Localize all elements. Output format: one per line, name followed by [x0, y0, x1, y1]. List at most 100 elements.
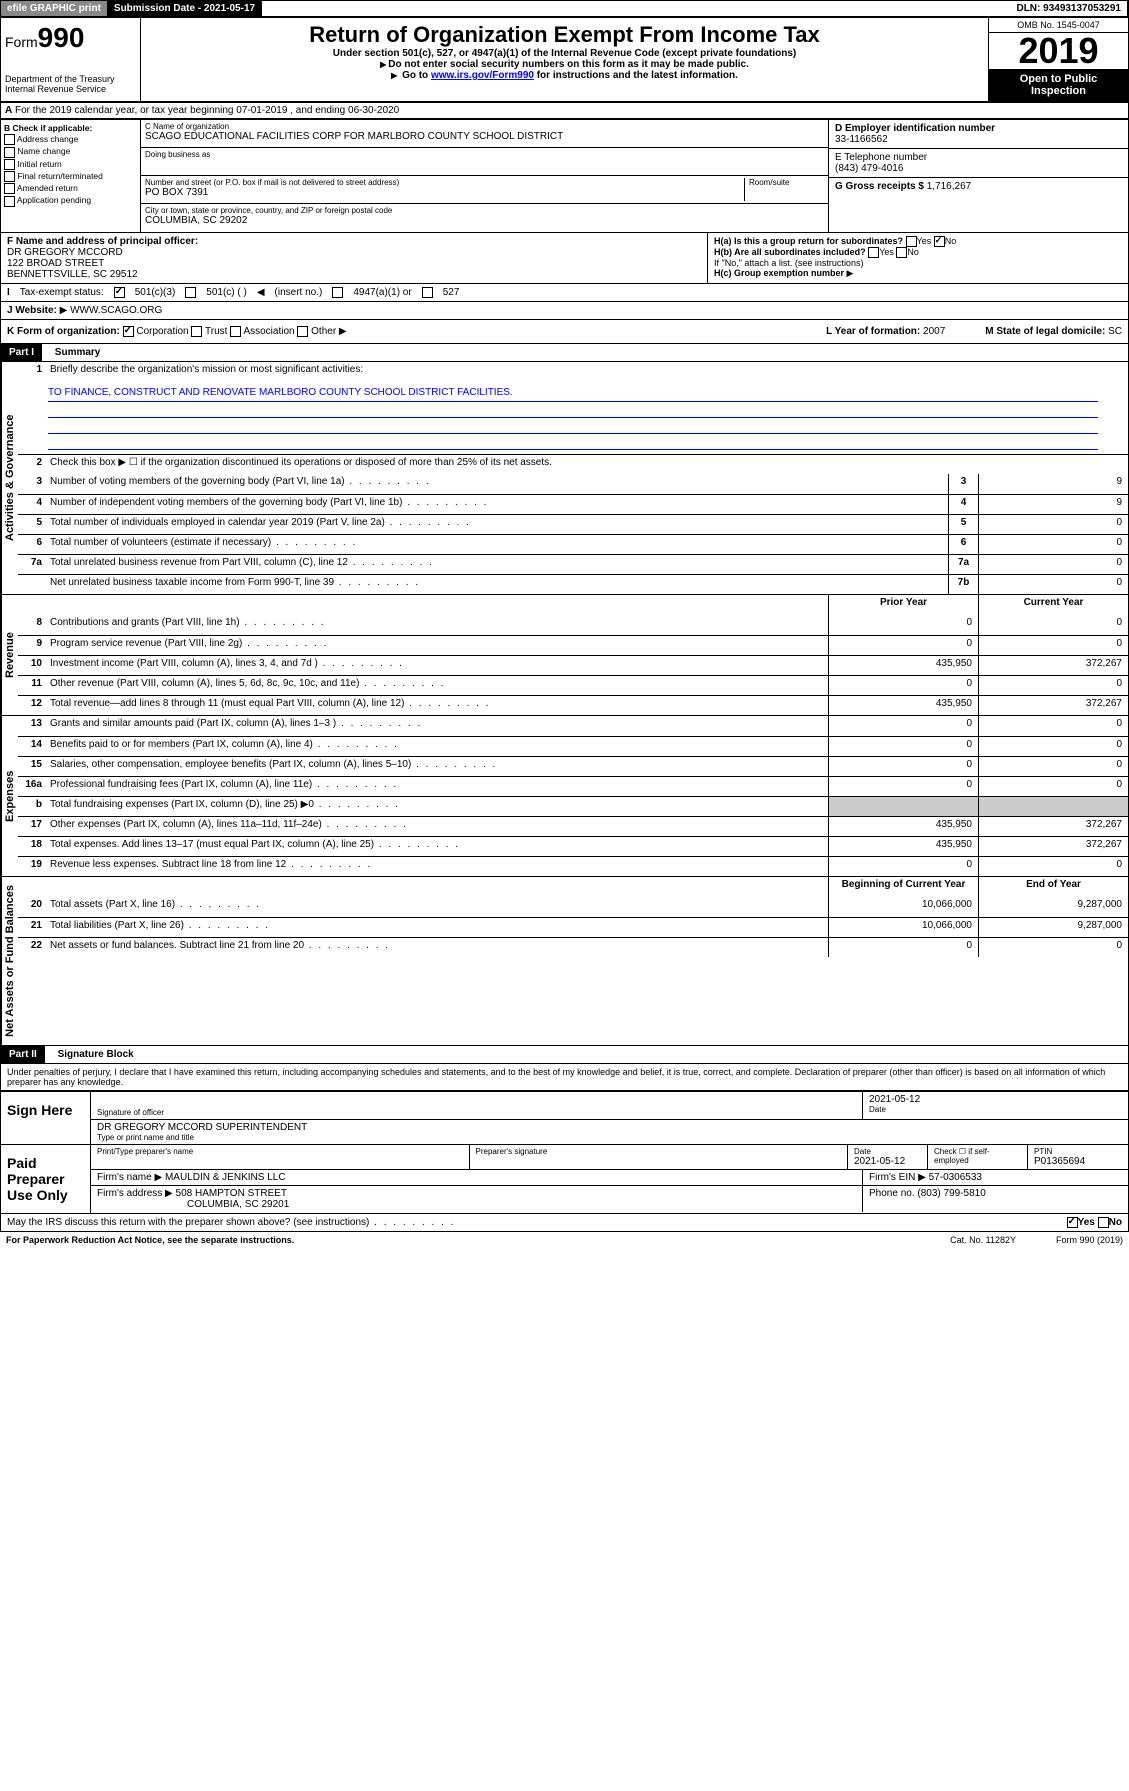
firm-name-lbl: Firm's name ▶: [97, 1172, 162, 1183]
k-corp[interactable]: [123, 326, 134, 337]
col-beginning: Beginning of Current Year: [828, 877, 978, 897]
table-row: 20Total assets (Part X, line 16)10,066,0…: [18, 897, 1128, 917]
table-row: 3Number of voting members of the governi…: [18, 474, 1128, 494]
chk-name[interactable]: Name change: [4, 146, 137, 157]
chk-address[interactable]: Address change: [4, 134, 137, 145]
sig-officer-lbl: Signature of officer: [97, 1108, 856, 1117]
open-public: Open to Public Inspection: [989, 69, 1128, 101]
firm-ein-lbl: Firm's EIN ▶: [869, 1172, 926, 1183]
table-row: 10Investment income (Part VIII, column (…: [18, 655, 1128, 675]
table-row: 21Total liabilities (Part X, line 26)10,…: [18, 917, 1128, 937]
discuss-text: May the IRS discuss this return with the…: [7, 1217, 455, 1228]
row-tax-status: I Tax-exempt status: 501(c)(3) 501(c) ( …: [0, 284, 1129, 302]
addr: PO BOX 7391: [145, 187, 744, 198]
table-row: 4Number of independent voting members of…: [18, 494, 1128, 514]
hb-no[interactable]: [896, 247, 907, 258]
table-row: 15Salaries, other compensation, employee…: [18, 756, 1128, 776]
paid-preparer-section: Paid Preparer Use Only Print/Type prepar…: [0, 1145, 1129, 1214]
tab-activities: Activities & Governance: [1, 362, 18, 594]
part2-header: Part II: [1, 1046, 45, 1063]
officer-name-lbl: Type or print name and title: [97, 1133, 1122, 1142]
ein-lbl: D Employer identification number: [835, 123, 995, 134]
table-row: bTotal fundraising expenses (Part IX, co…: [18, 796, 1128, 816]
discuss-yes[interactable]: [1067, 1217, 1078, 1228]
hb-lbl: H(b) Are all subordinates included?: [714, 247, 866, 257]
sign-here-section: Sign Here Signature of officer 2021-05-1…: [0, 1091, 1129, 1145]
website-val: WWW.SCAGO.ORG: [70, 305, 162, 316]
expenses-section: Expenses 13Grants and similar amounts pa…: [0, 716, 1129, 877]
submission-date: Submission Date - 2021-05-17: [108, 1, 262, 16]
tax-501c[interactable]: [185, 287, 196, 298]
gross-lbl: G Gross receipts $: [835, 181, 924, 192]
hb-note: If "No," attach a list. (see instruction…: [714, 258, 1122, 268]
table-row: 12Total revenue—add lines 8 through 11 (…: [18, 695, 1128, 715]
discuss-no[interactable]: [1098, 1217, 1109, 1228]
table-row: 22Net assets or fund balances. Subtract …: [18, 937, 1128, 957]
hc-lbl: H(c) Group exemption number: [714, 268, 844, 278]
table-row: 19Revenue less expenses. Subtract line 1…: [18, 856, 1128, 876]
org-name: SCAGO EDUCATIONAL FACILITIES CORP FOR MA…: [145, 131, 824, 142]
dept-treasury: Department of the Treasury Internal Reve…: [5, 74, 136, 94]
row-f-h: F Name and address of principal officer:…: [0, 233, 1129, 284]
ein: 33-1166562: [835, 134, 888, 145]
tab-netassets: Net Assets or Fund Balances: [1, 877, 18, 1045]
footer-right: Form 990 (2019): [1056, 1235, 1123, 1245]
hb-yes[interactable]: [868, 247, 879, 258]
footer-mid: Cat. No. 11282Y: [950, 1235, 1016, 1245]
ha-lbl: H(a) Is this a group return for subordin…: [714, 236, 903, 246]
table-row: 16aProfessional fundraising fees (Part I…: [18, 776, 1128, 796]
officer-addr2: BENNETTSVILLE, SC 29512: [7, 269, 138, 280]
subtitle-2: Do not enter social security numbers on …: [145, 59, 984, 70]
footer-left: For Paperwork Reduction Act Notice, see …: [6, 1235, 294, 1245]
gross-val: 1,716,267: [927, 181, 972, 192]
officer-name: DR GREGORY MCCORD: [7, 247, 123, 258]
chk-initial[interactable]: Initial return: [4, 159, 137, 170]
activities-governance: Activities & Governance 1Briefly describ…: [0, 362, 1129, 595]
prep-sig-lbl: Preparer's signature: [476, 1147, 842, 1156]
tax-501c3[interactable]: [114, 287, 125, 298]
tax-527[interactable]: [422, 287, 433, 298]
k-trust[interactable]: [191, 326, 202, 337]
year-formation: 2007: [923, 326, 945, 337]
ha-no[interactable]: [934, 236, 945, 247]
form-title: Return of Organization Exempt From Incom…: [145, 22, 984, 48]
phone-lbl: E Telephone number: [835, 152, 927, 163]
dba-lbl: Doing business as: [145, 150, 824, 159]
chk-pending[interactable]: Application pending: [4, 195, 137, 206]
col-d-e-g: D Employer identification number 33-1166…: [828, 120, 1128, 232]
table-row: 11Other revenue (Part VIII, column (A), …: [18, 675, 1128, 695]
tab-expenses: Expenses: [1, 716, 18, 876]
paid-preparer-lbl: Paid Preparer Use Only: [1, 1145, 91, 1213]
part1-header: Part I: [1, 344, 42, 361]
tax-4947[interactable]: [332, 287, 343, 298]
org-name-lbl: C Name of organization: [145, 122, 824, 131]
section-a: A For the 2019 calendar year, or tax yea…: [0, 102, 1129, 119]
self-emp-lbl: Check ☐ if self-employed: [934, 1147, 1021, 1165]
efile-btn[interactable]: efile GRAPHIC print: [1, 1, 108, 16]
tax-year: 2019: [989, 33, 1128, 69]
declaration: Under penalties of perjury, I declare th…: [0, 1064, 1129, 1091]
subtitle-1: Under section 501(c), 527, or 4947(a)(1)…: [145, 48, 984, 59]
city-lbl: City or town, state or province, country…: [145, 206, 824, 215]
netassets-section: Net Assets or Fund Balances Beginning of…: [0, 877, 1129, 1046]
form-header: Form990 Department of the Treasury Inter…: [0, 17, 1129, 102]
table-row: 6Total number of volunteers (estimate if…: [18, 534, 1128, 554]
ptin: P01365694: [1034, 1156, 1122, 1167]
table-row: 5Total number of individuals employed in…: [18, 514, 1128, 534]
sign-here-lbl: Sign Here: [1, 1092, 91, 1144]
irs-link[interactable]: www.irs.gov/Form990: [431, 70, 534, 81]
k-other[interactable]: [297, 326, 308, 337]
chk-amended[interactable]: Amended return: [4, 183, 137, 194]
row-website: J Website: ▶ WWW.SCAGO.ORG: [0, 302, 1129, 320]
ha-yes[interactable]: [906, 236, 917, 247]
chk-final[interactable]: Final return/terminated: [4, 171, 137, 182]
mission-text: TO FINANCE, CONSTRUCT AND RENOVATE MARLB…: [18, 382, 1128, 454]
table-row: 8Contributions and grants (Part VIII, li…: [18, 615, 1128, 635]
table-row: 18Total expenses. Add lines 13–17 (must …: [18, 836, 1128, 856]
tab-revenue: Revenue: [1, 595, 18, 715]
prep-date-lbl: Date: [854, 1147, 921, 1156]
table-row: 7aTotal unrelated business revenue from …: [18, 554, 1128, 574]
table-row: 9Program service revenue (Part VIII, lin…: [18, 635, 1128, 655]
room-lbl: Room/suite: [749, 178, 824, 187]
k-assoc[interactable]: [230, 326, 241, 337]
